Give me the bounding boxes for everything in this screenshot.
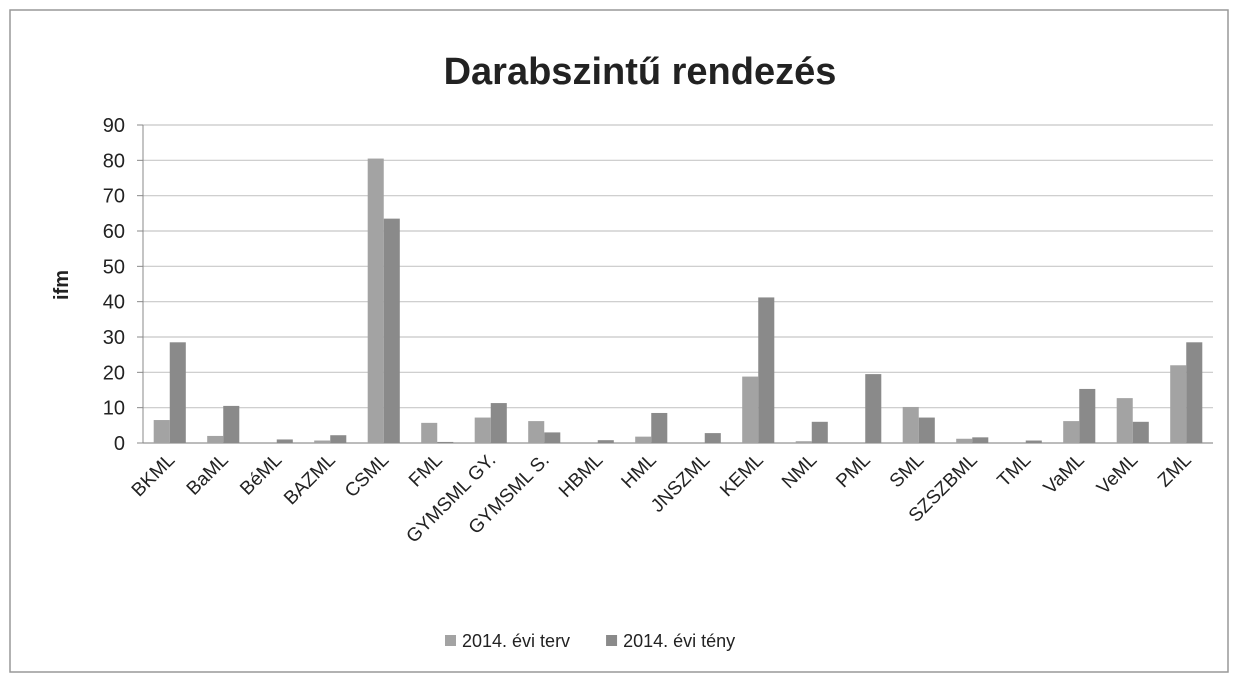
bar: [169, 342, 186, 443]
bar: [1186, 342, 1203, 443]
bar: [421, 422, 438, 443]
bar: [597, 440, 614, 443]
bar: [1132, 421, 1149, 443]
y-tick-label: 60: [103, 221, 125, 243]
legend-label: 2014. évi tény: [623, 631, 735, 651]
bar: [865, 374, 882, 443]
y-axis-label: ifm: [51, 270, 73, 300]
bar: [635, 436, 652, 443]
y-tick-label: 40: [103, 292, 125, 314]
y-tick-label: 80: [103, 150, 125, 172]
y-tick-label: 10: [103, 398, 125, 420]
bar: [1116, 398, 1133, 443]
bar: [383, 218, 400, 443]
bar: [207, 435, 224, 443]
bar: [1170, 365, 1187, 443]
bar: [367, 158, 384, 444]
bar: [902, 406, 919, 443]
bar: [474, 417, 491, 443]
bar: [1025, 440, 1042, 443]
legend-label: 2014. évi terv: [462, 631, 570, 651]
bar: [918, 417, 935, 443]
bar: [276, 439, 293, 443]
bar: [437, 441, 454, 443]
bar: [330, 435, 347, 443]
bar: [223, 405, 240, 443]
bar: [314, 440, 331, 443]
chart-frame: [9, 9, 1229, 673]
y-tick-label: 20: [103, 362, 125, 384]
bar: [795, 441, 812, 443]
bar: [704, 433, 721, 443]
y-tick-label: 0: [114, 433, 125, 455]
bar: [528, 421, 545, 443]
y-tick-label: 30: [103, 327, 125, 349]
bar: [490, 403, 507, 443]
bar: [758, 297, 775, 443]
chart-title: Darabszintű rendezés: [444, 51, 837, 93]
bar: [811, 421, 828, 443]
y-tick-label: 70: [103, 186, 125, 208]
bar: [742, 376, 759, 443]
y-tick-label: 50: [103, 256, 125, 278]
legend-swatch: [445, 635, 456, 646]
bar: [972, 437, 989, 443]
bar: [651, 412, 668, 443]
bar: [153, 420, 170, 443]
bar: [544, 432, 561, 443]
bar: [1079, 388, 1096, 443]
y-tick-label: 90: [103, 115, 125, 137]
bar: [956, 438, 973, 443]
legend-swatch: [606, 635, 618, 646]
bar: [1063, 421, 1080, 443]
